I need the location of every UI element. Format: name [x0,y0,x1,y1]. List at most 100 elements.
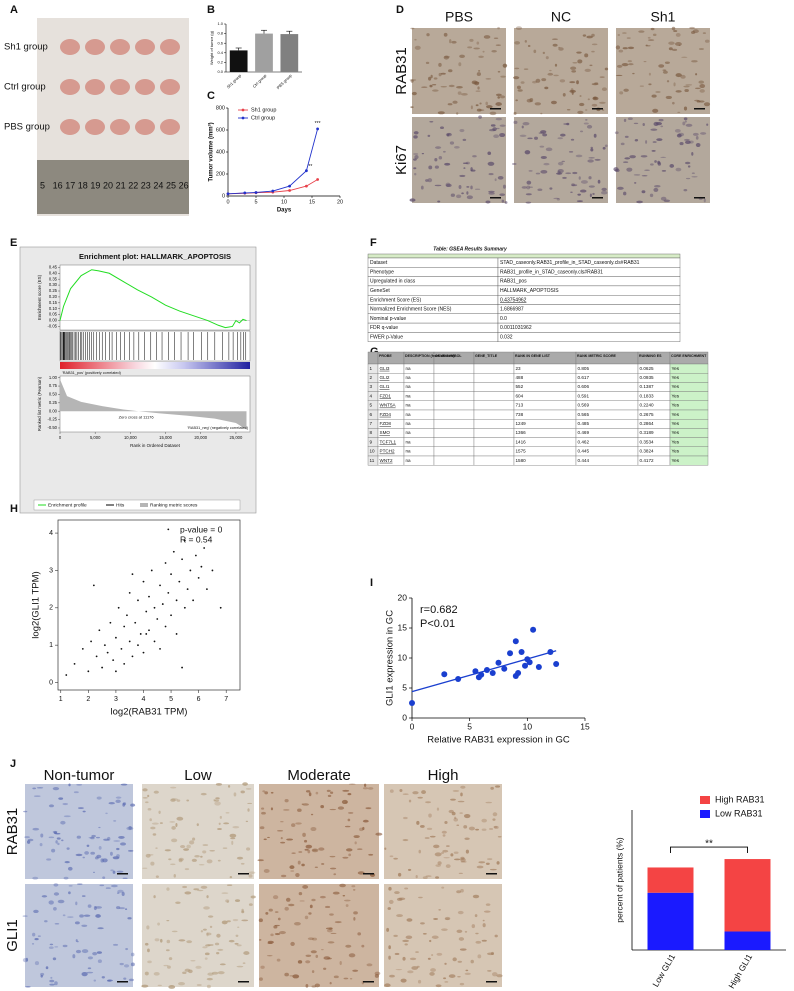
texture-spot [101,976,105,979]
texture-spot [153,895,156,899]
texture-spot [150,861,155,866]
texture-spot [534,102,541,106]
texture-spot [466,191,469,195]
texture-spot [444,162,451,166]
texture-spot [245,820,249,823]
texture-spot [540,130,547,134]
texture-spot [589,64,593,67]
texture-spot [554,63,558,67]
texture-spot [602,146,606,150]
table-cell [433,382,475,392]
point [117,606,120,609]
y-tick-label: 600 [216,127,225,133]
texture-spot [448,84,455,88]
texture-spot [130,952,135,957]
texture-spot [50,976,53,979]
texture-spot [441,852,445,854]
texture-spot [570,88,574,92]
texture-spot [492,812,498,817]
table-cell [513,373,577,383]
texture-spot [428,165,433,170]
texture-spot [107,979,113,982]
texture-spot [99,884,105,887]
texture-spot [537,188,543,192]
texture-spot [664,61,670,64]
texture-spot [31,943,35,945]
texture-spot [470,167,473,172]
texture-spot [626,167,633,172]
point [206,588,208,591]
texture-spot [407,970,414,974]
y-tick-label: 0.2 [217,59,223,64]
texture-spot [166,939,171,944]
texture-spot [623,161,629,163]
texture-spot [699,84,706,89]
table-header: CORE ENRICHMENT [671,354,707,358]
texture-spot [452,100,458,104]
table-text: Yes [672,439,680,444]
x-tick-label: 6 [197,696,201,703]
texture-spot [488,190,495,193]
legend-swatch [700,810,710,818]
point [197,577,200,579]
texture-spot [398,897,406,901]
texture-spot [263,838,267,841]
texture-spot [311,970,315,973]
texture-spot [123,977,127,980]
x-tick-label: 5 [254,199,257,205]
table-text: Yes [672,384,680,389]
legend-label: Sh1 group [251,107,276,113]
texture-spot [53,906,57,911]
texture-spot [175,901,181,904]
texture-spot [163,964,169,967]
tumor [135,39,155,55]
texture-spot [492,818,496,821]
y-tick-label: -0.05 [47,324,57,329]
y-tick-label: 0.8 [217,31,223,36]
texture-spot [214,801,221,806]
texture-spot [485,101,488,106]
table-text: GLI3 [380,366,390,371]
point [156,618,159,620]
texture-spot [204,957,208,960]
texture-spot [456,890,462,894]
texture-spot [235,934,239,937]
texture-spot [304,915,309,920]
texture-spot [55,840,58,844]
table-text: 0.4172 [640,458,654,463]
point [73,662,76,665]
texture-spot [168,957,173,961]
texture-spot [267,836,270,839]
texture-spot [460,792,463,797]
texture-spot [583,122,589,125]
texture-spot [113,943,119,946]
texture-spot [422,876,428,880]
texture-spot [621,63,629,67]
texture-spot [675,167,682,172]
texture-spot [344,899,351,902]
texture-spot [128,978,134,982]
y-tick-label: 0.35 [49,276,58,281]
point [219,606,222,609]
texture-spot [75,901,78,906]
texture-spot [586,124,593,129]
texture-spot [196,984,202,986]
y-tick-label: 0.45 [49,264,58,269]
table-text: 3 [370,384,373,389]
texture-spot [113,840,121,842]
table-text: Yes [672,458,680,463]
texture-spot [323,956,331,960]
texture-spot [699,89,705,93]
point [128,591,131,594]
panel-label: B [207,4,215,16]
texture-spot [207,944,214,946]
texture-spot [627,46,635,50]
point [145,633,148,635]
texture-spot [451,40,457,44]
texture-spot [618,49,624,53]
texture-spot [416,820,420,825]
texture-spot [209,850,215,852]
texture-spot [648,83,652,86]
texture-spot [437,861,442,865]
texture-spot [236,944,242,947]
